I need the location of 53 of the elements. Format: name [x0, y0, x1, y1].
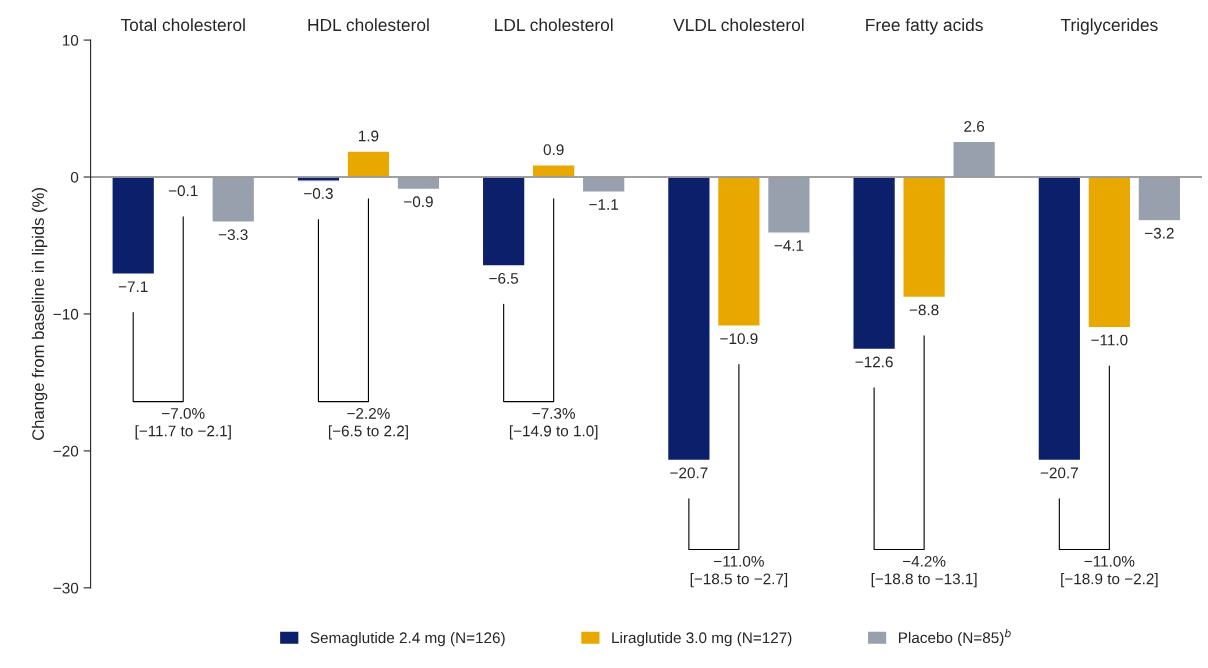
x-tick-label: Free fatty acids — [866, 18, 983, 35]
data-label: −0.9 — [404, 196, 433, 208]
data-label: −10.9 — [720, 333, 758, 345]
bar — [111, 176, 156, 275]
data-label: −3.2 — [1145, 227, 1174, 239]
bar — [716, 176, 761, 327]
bar — [1137, 176, 1182, 222]
annotation: −2.2% [−6.5 to 2.2] — [328, 408, 408, 440]
legend-label: Semaglutide 2.4 mg (N=126) — [310, 631, 505, 647]
bar — [1037, 176, 1082, 462]
data-label: −1.1 — [589, 199, 619, 210]
annotation: −7.0% [−11.7 to −2.1] — [135, 408, 231, 440]
annotation: −7.3% [−14.9 to 1.0] — [509, 408, 598, 440]
data-label: −11.0 — [1091, 334, 1128, 346]
bar — [666, 176, 711, 462]
data-label: 2.6 — [964, 121, 985, 132]
x-tick-label: HDL cholesterol — [308, 18, 429, 32]
bar — [481, 176, 526, 267]
bar — [581, 176, 626, 193]
annotation: −4.2% [−18.8 to −13.1] — [871, 555, 977, 588]
data-label: −8.8 — [909, 304, 939, 316]
data-label: −0.1 — [168, 185, 198, 197]
x-tick-label: LDL cholesterol — [495, 18, 613, 32]
bar — [902, 176, 947, 299]
data-label: −20.7 — [1040, 467, 1078, 479]
legend-label: Placebo (N=85)$^{b}$ — [898, 628, 1011, 647]
bar — [766, 176, 811, 234]
bar — [211, 176, 256, 223]
x-tick-label: Triglycerides — [1060, 18, 1158, 35]
legend-label: Liraglutide 3.0 mg (N=127) — [612, 631, 792, 647]
y-tick-label: −20 — [53, 445, 79, 457]
x-tick-label: VLDL cholesterol — [673, 18, 804, 32]
annotation: −11.0% [−18.5 to −2.7] — [690, 555, 788, 588]
x-tick-label: Total cholesterol — [120, 18, 245, 32]
y-tick-label: −30 — [53, 582, 79, 594]
bar — [852, 176, 897, 351]
bar — [1087, 176, 1132, 329]
bar — [952, 140, 997, 178]
data-label: −20.7 — [670, 467, 708, 479]
data-label: −7.1 — [118, 281, 148, 292]
data-label: −0.3 — [304, 188, 333, 199]
y-tick-label: 10 — [62, 34, 79, 46]
data-label: −4.1 — [774, 240, 804, 251]
bar — [346, 150, 391, 178]
data-label: 1.9 — [358, 130, 379, 142]
data-label: −6.5 — [489, 273, 519, 284]
y-tick-label: −10 — [53, 308, 79, 320]
y-axis-title: Change from baseline in lipids (%) — [31, 188, 48, 441]
data-label: −12.6 — [855, 356, 893, 368]
data-label: 0.9 — [543, 144, 564, 156]
y-tick-label: 0 — [70, 171, 79, 183]
data-label: −3.3 — [218, 229, 248, 241]
annotation: −11.0% [−18.9 to −2.2] — [1061, 555, 1158, 588]
